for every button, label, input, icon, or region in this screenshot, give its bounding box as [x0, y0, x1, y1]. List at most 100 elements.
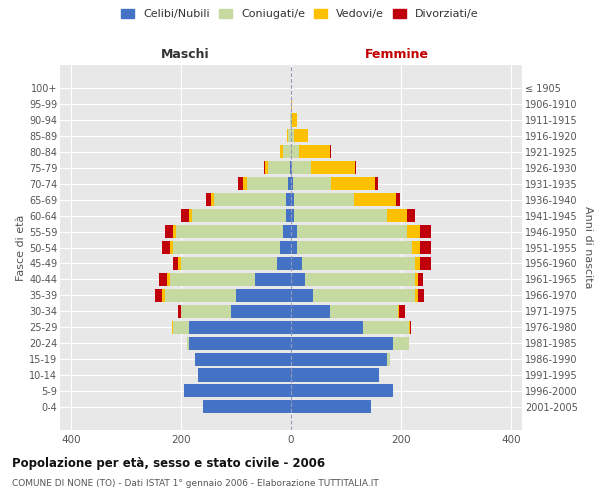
Bar — [393, 336, 409, 349]
Bar — [407, 209, 415, 222]
Bar — [197, 368, 291, 382]
Bar — [291, 352, 387, 366]
Bar — [294, 130, 308, 142]
Bar — [290, 162, 291, 174]
Bar — [329, 304, 398, 318]
Y-axis label: Anni di nascita: Anni di nascita — [583, 206, 593, 289]
Bar — [296, 225, 407, 238]
Bar — [329, 146, 331, 158]
Bar — [170, 241, 173, 254]
Bar — [354, 193, 395, 206]
Bar — [291, 289, 313, 302]
Bar — [291, 320, 362, 334]
Bar — [283, 146, 291, 158]
Bar — [291, 225, 296, 238]
Text: Popolazione per età, sesso e stato civile - 2006: Popolazione per età, sesso e stato civil… — [12, 458, 325, 470]
Bar — [291, 368, 379, 382]
Bar — [291, 162, 292, 174]
Bar — [211, 193, 214, 206]
Bar — [155, 289, 162, 302]
Bar — [400, 304, 405, 318]
Bar — [412, 241, 420, 254]
Bar — [181, 209, 189, 222]
Bar — [420, 257, 431, 270]
Text: Femmine: Femmine — [365, 48, 429, 62]
Bar — [159, 273, 167, 286]
Bar — [291, 273, 305, 286]
Bar — [291, 146, 299, 158]
Y-axis label: Fasce di età: Fasce di età — [16, 214, 26, 280]
Bar — [291, 400, 371, 413]
Bar — [387, 352, 390, 366]
Bar — [311, 162, 355, 174]
Bar — [290, 114, 291, 126]
Bar — [255, 273, 291, 286]
Bar — [214, 193, 286, 206]
Bar — [305, 273, 415, 286]
Bar — [164, 289, 236, 302]
Bar — [173, 257, 178, 270]
Bar — [291, 193, 294, 206]
Bar — [291, 130, 294, 142]
Bar — [294, 193, 354, 206]
Bar — [184, 384, 291, 398]
Bar — [291, 98, 292, 110]
Bar — [173, 225, 176, 238]
Bar — [291, 209, 294, 222]
Bar — [395, 193, 400, 206]
Bar — [398, 304, 400, 318]
Bar — [189, 320, 291, 334]
Bar — [418, 273, 423, 286]
Bar — [247, 177, 288, 190]
Bar — [292, 114, 296, 126]
Bar — [286, 193, 291, 206]
Bar — [291, 177, 293, 190]
Bar — [407, 225, 420, 238]
Bar — [242, 177, 247, 190]
Bar — [291, 304, 329, 318]
Bar — [291, 384, 393, 398]
Bar — [362, 320, 409, 334]
Bar — [170, 273, 255, 286]
Bar — [288, 130, 291, 142]
Bar — [203, 400, 291, 413]
Bar — [288, 177, 291, 190]
Bar — [164, 225, 173, 238]
Bar — [415, 289, 418, 302]
Bar — [355, 162, 356, 174]
Text: Maschi: Maschi — [160, 48, 209, 62]
Bar — [415, 257, 420, 270]
Bar — [420, 225, 431, 238]
Bar — [280, 241, 291, 254]
Bar — [230, 304, 291, 318]
Bar — [178, 304, 181, 318]
Bar — [291, 257, 302, 270]
Bar — [173, 241, 280, 254]
Bar — [313, 289, 415, 302]
Bar — [291, 114, 292, 126]
Bar — [189, 209, 192, 222]
Bar — [302, 257, 415, 270]
Bar — [192, 209, 286, 222]
Bar — [286, 209, 291, 222]
Bar — [162, 289, 164, 302]
Bar — [162, 241, 170, 254]
Bar — [176, 225, 283, 238]
Bar — [375, 177, 378, 190]
Bar — [280, 146, 283, 158]
Bar — [277, 257, 291, 270]
Bar — [299, 146, 329, 158]
Bar — [189, 336, 291, 349]
Bar — [294, 209, 387, 222]
Bar — [173, 320, 189, 334]
Bar — [331, 177, 375, 190]
Bar — [410, 320, 412, 334]
Bar — [195, 352, 291, 366]
Text: COMUNE DI NONE (TO) - Dati ISTAT 1° gennaio 2006 - Elaborazione TUTTITALIA.IT: COMUNE DI NONE (TO) - Dati ISTAT 1° genn… — [12, 479, 379, 488]
Bar — [291, 336, 393, 349]
Bar — [172, 320, 173, 334]
Bar — [291, 241, 296, 254]
Bar — [167, 273, 170, 286]
Bar — [283, 225, 291, 238]
Bar — [181, 304, 230, 318]
